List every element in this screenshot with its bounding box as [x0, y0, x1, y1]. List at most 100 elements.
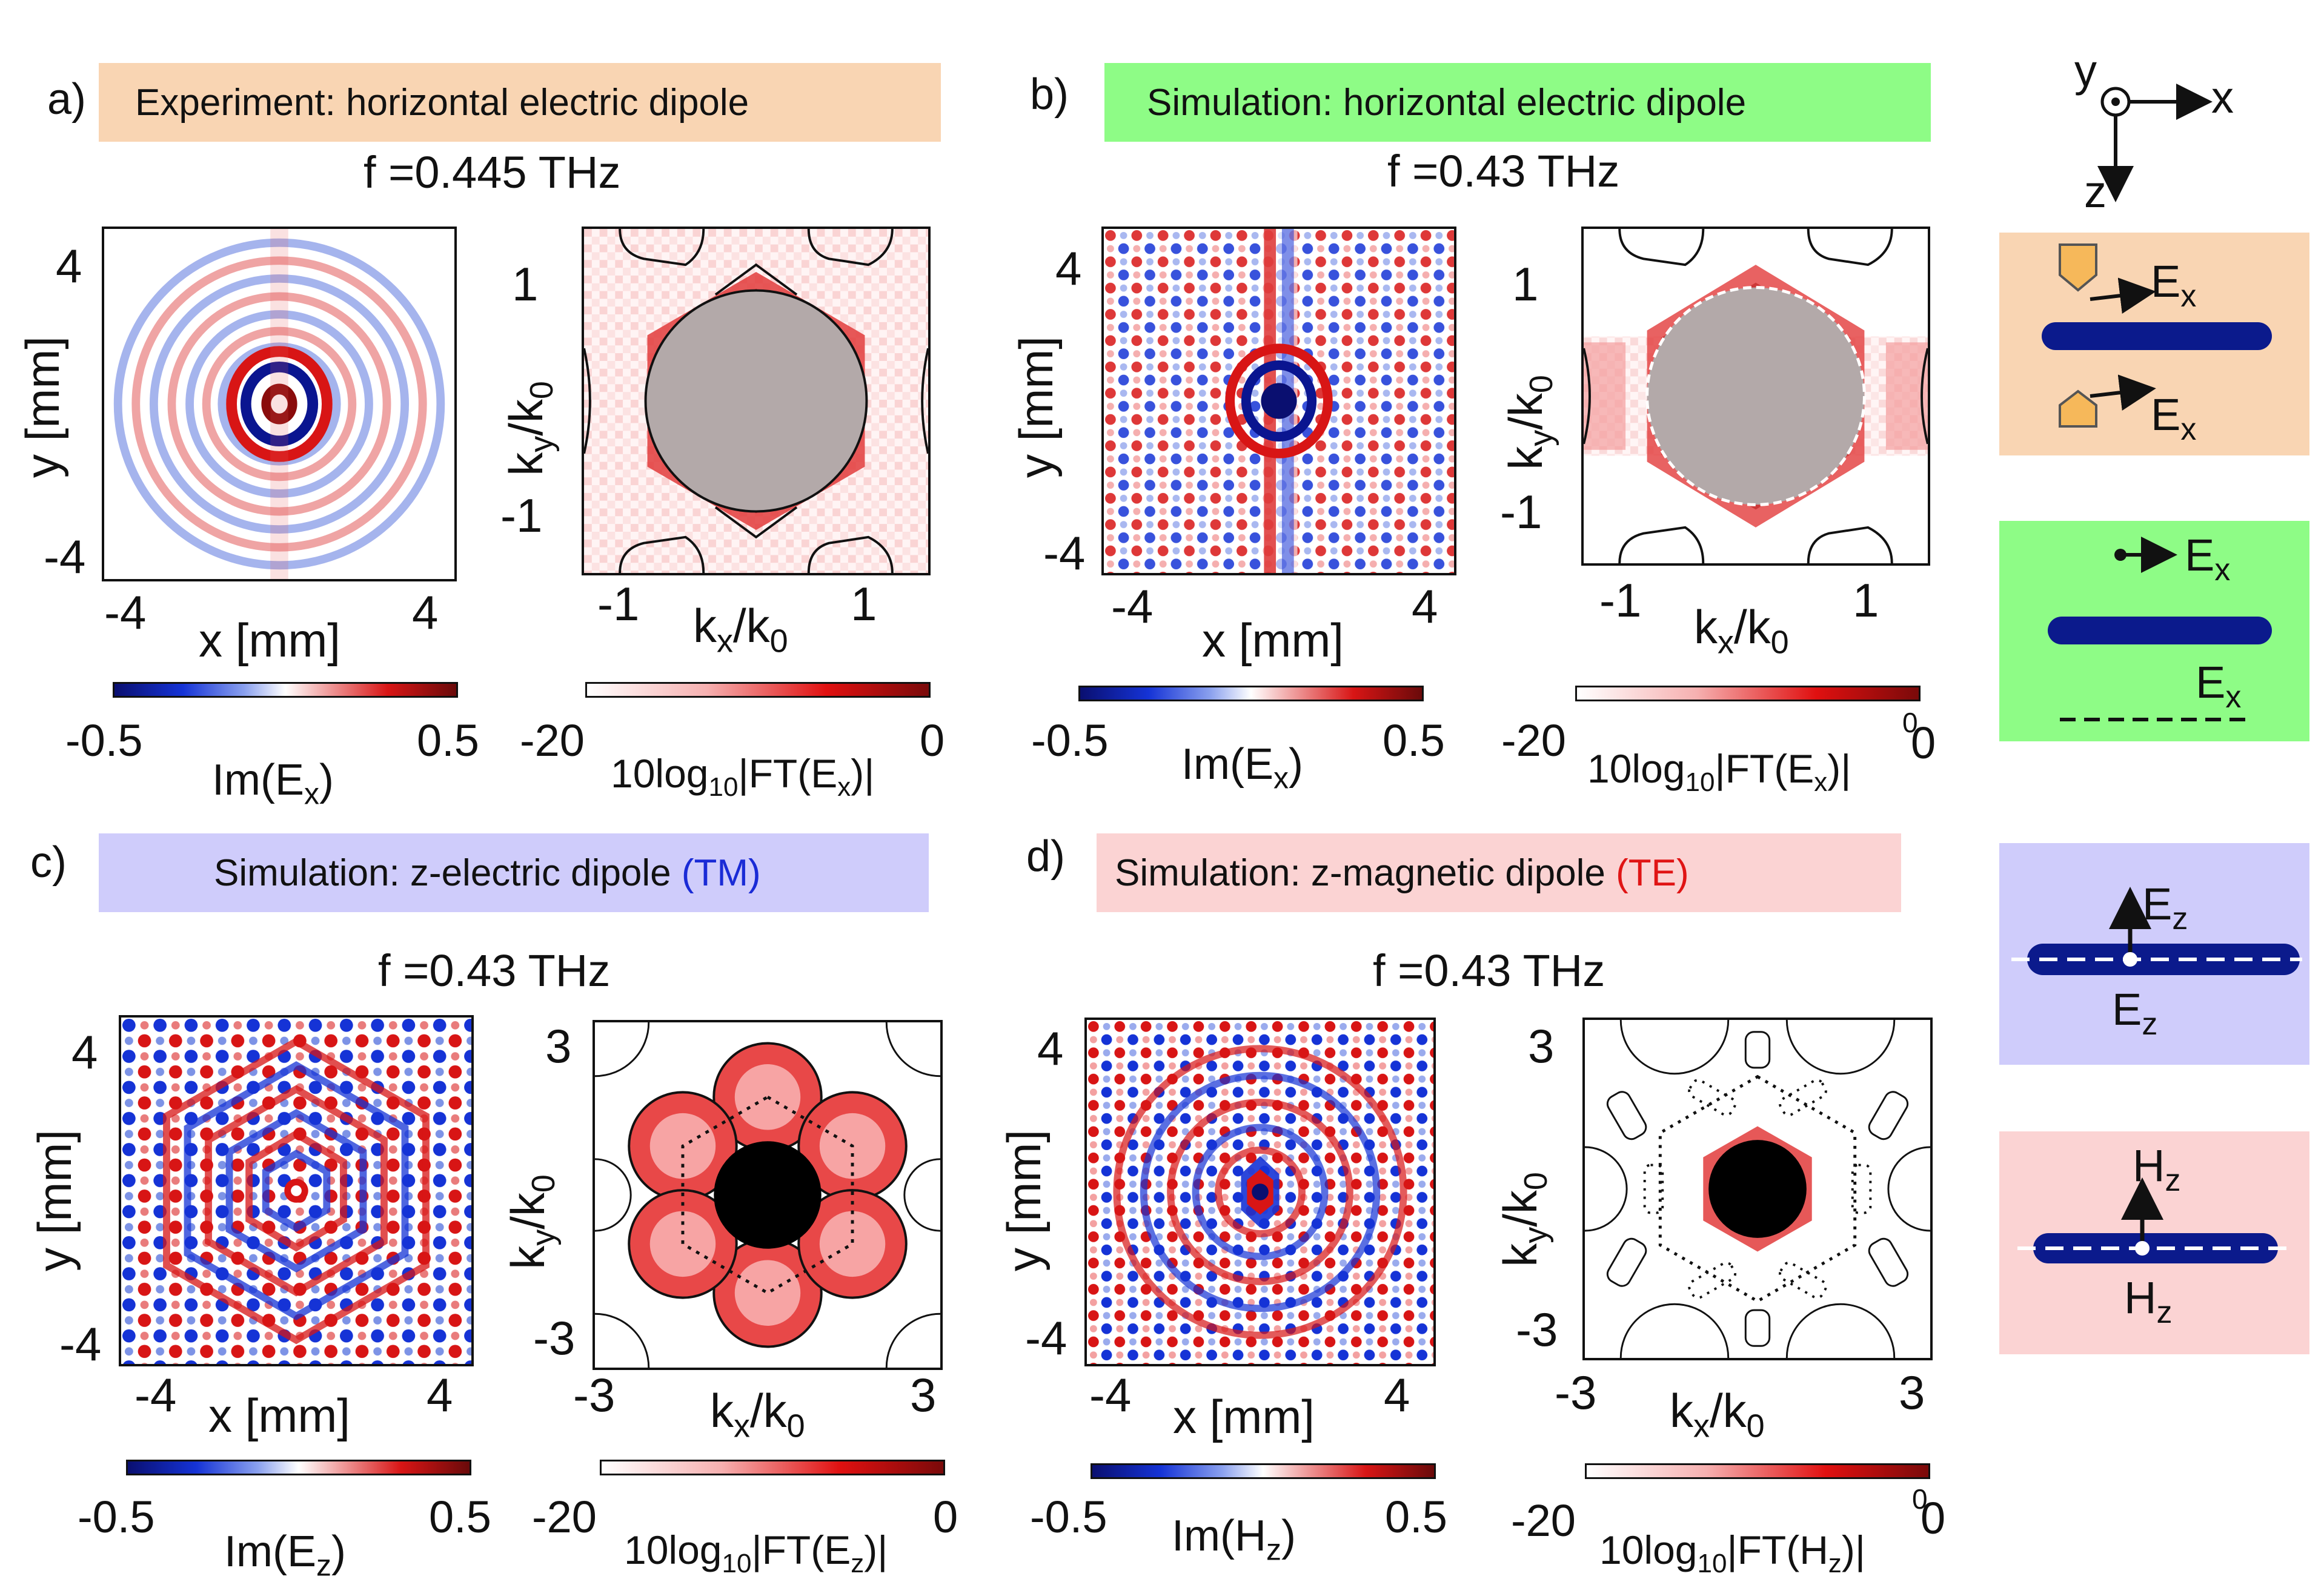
panel-c-xtick-right: 4 [427, 1368, 453, 1421]
panel-b-k-cb-max-small: 0 [1902, 707, 1918, 738]
panel-d-xtick-left: -4 [1089, 1368, 1132, 1421]
panel-c-colorbar [126, 1460, 471, 1475]
experiment-probes-icon [2042, 243, 2272, 428]
panel-a-field-image [104, 229, 454, 579]
panel-b-banner-text: Simulation: horizontal electric dipole [1147, 81, 1747, 124]
panel-d-k-ytick-top: 3 [1528, 1019, 1555, 1073]
panel-a-cb-min: -0.5 [65, 715, 143, 766]
panel-d-k-cb-min: -20 [1511, 1495, 1576, 1546]
panel-d-k-image [1585, 1020, 1930, 1358]
schematic-experiment: Ex Ex [1999, 233, 2309, 455]
panel-a-ytick-top: 4 [56, 239, 82, 293]
panel-c-k-ytick-top: 3 [545, 1019, 572, 1073]
schematic-te: Hz Hz [1999, 1131, 2309, 1354]
panel-d-k-xtick-left: -3 [1555, 1366, 1597, 1419]
panel-d-cb-min: -0.5 [1030, 1492, 1107, 1542]
axes-arrows-icon [2097, 84, 2213, 202]
axis-z-label: z [2084, 167, 2107, 217]
te-bottom-field-label: Hz [2124, 1273, 2173, 1330]
panel-c-banner: Simulation: z-electric dipole (TM) [99, 833, 929, 912]
panel-b-k-cb-min: -20 [1501, 715, 1566, 766]
panel-b-k-xlabel: kx/k0 [1694, 600, 1789, 661]
panel-a-ytick-bottom: -4 [44, 530, 86, 583]
panel-d-colorbar [1091, 1463, 1436, 1479]
panel-c-k-xtick-left: -3 [573, 1368, 616, 1421]
tm-bottom-field-label: Ez [2112, 984, 2158, 1042]
panel-c-k-xtick-right: 3 [910, 1368, 937, 1421]
panel-a-k-image [584, 229, 928, 573]
panel-b-k-colorbar [1575, 686, 1921, 701]
panel-a-real-map [102, 227, 457, 581]
panel-a-k-cb-min: -20 [520, 715, 585, 766]
panel-c-real-map [119, 1015, 474, 1366]
panel-d-k-ylabel: ky/k0 [1493, 1172, 1554, 1267]
panel-b-k-ytick-bottom: -1 [1500, 485, 1542, 538]
panel-d-banner: Simulation: z-magnetic dipole (TE) [1097, 833, 1901, 912]
panel-c-ylabel: y [mm] [28, 1130, 81, 1271]
panel-c-k-ytick-bottom: -3 [533, 1311, 576, 1365]
panel-b-real-map [1101, 227, 1456, 575]
panel-b-frequency: f =0.43 THz [1387, 146, 1620, 196]
panel-d-letter: d) [1026, 832, 1066, 881]
panel-a-xtick-left: -4 [104, 586, 147, 639]
panel-a-k-ytick-bottom: -1 [500, 489, 543, 542]
panel-c-cb-max: 0.5 [429, 1492, 491, 1542]
panel-b-ytick-bottom: -4 [1043, 526, 1086, 580]
coordinate-axes-key: y x z [2060, 42, 2266, 218]
panel-c-k-cb-min: -20 [532, 1492, 597, 1542]
panel-b-xtick-left: -4 [1111, 580, 1154, 633]
panel-a-k-xlabel: kx/k0 [693, 599, 788, 660]
panel-d-field-image [1087, 1020, 1433, 1364]
panel-c-xtick-left: -4 [134, 1368, 177, 1421]
panel-c-k-colorbar [600, 1460, 945, 1475]
panel-c-frequency: f =0.43 THz [378, 945, 611, 996]
panel-b-k-map [1581, 227, 1930, 566]
panel-c-k-ylabel: ky/k0 [501, 1174, 562, 1269]
panel-d-ytick-bottom: -4 [1025, 1311, 1067, 1365]
panel-a-xtick-right: 4 [412, 586, 439, 639]
panel-b-k-image [1584, 229, 1928, 563]
panel-d-real-map [1084, 1018, 1436, 1366]
panel-b-k-xtick-left: -1 [1599, 574, 1642, 627]
panel-c-letter: c) [30, 838, 67, 887]
panel-c-cb-min: -0.5 [78, 1492, 155, 1542]
panel-a-banner: Experiment: horizontal electric dipole [99, 63, 941, 142]
axis-x-label: x [2211, 72, 2234, 122]
panel-c-banner-text: Simulation: z-electric dipole [214, 852, 671, 894]
panel-d-ytick-top: 4 [1037, 1022, 1064, 1075]
panel-a-k-map [582, 227, 931, 575]
panel-b-cb-max: 0.5 [1383, 715, 1445, 766]
panel-d-k-ytick-bottom: -3 [1516, 1303, 1558, 1356]
panel-d-ylabel: y [mm] [997, 1130, 1051, 1271]
panel-b-letter: b) [1030, 70, 1069, 119]
panel-a-frequency: f =0.445 THz [364, 147, 621, 197]
panel-c-field-image [121, 1018, 471, 1364]
sim-bottom-field-label: Ex [2196, 657, 2242, 715]
panel-c-k-cb-max: 0 [933, 1492, 958, 1542]
panel-b-banner: Simulation: horizontal electric dipole [1104, 63, 1931, 142]
panel-d-k-map [1582, 1018, 1933, 1360]
panel-a-k-xtick-left: -1 [597, 577, 640, 630]
panel-c-xlabel: x [mm] [208, 1389, 350, 1442]
panel-c-k-cb-label: 10log10|FT(Ez)| [624, 1527, 888, 1579]
panel-b-k-ylabel: ky/k0 [1499, 375, 1559, 470]
sim-top-field-label: Ex [2185, 530, 2231, 587]
panel-b-ytick-top: 4 [1055, 242, 1082, 295]
panel-b-ylabel: y [mm] [1009, 336, 1063, 478]
panel-a-xlabel: x [mm] [199, 614, 340, 667]
panel-c-k-map [593, 1020, 943, 1370]
panel-d-cb-max: 0.5 [1385, 1492, 1447, 1542]
te-dipole-icon [2017, 1177, 2296, 1263]
panel-b-k-cb-label: 10log10|FT(Ex)| [1587, 746, 1851, 798]
panel-d-k-colorbar [1585, 1463, 1930, 1479]
panel-d-xtick-right: 4 [1384, 1368, 1410, 1421]
panel-a-k-ylabel: ky/k0 [499, 381, 560, 476]
panel-a-k-cb-label: 10log10|FT(Ex)| [611, 751, 875, 803]
panel-b-k-ytick-top: 1 [1512, 257, 1539, 311]
panel-d-cb-label: Im(Hz) [1172, 1512, 1296, 1567]
panel-c-banner-highlight: (TM) [681, 852, 761, 894]
schematic-tm: Ez Ez [1999, 843, 2309, 1065]
panel-a-k-ytick-top: 1 [512, 257, 539, 311]
panel-c-ytick-bottom: -4 [59, 1317, 102, 1371]
panel-c-k-xlabel: kx/k0 [710, 1384, 805, 1445]
